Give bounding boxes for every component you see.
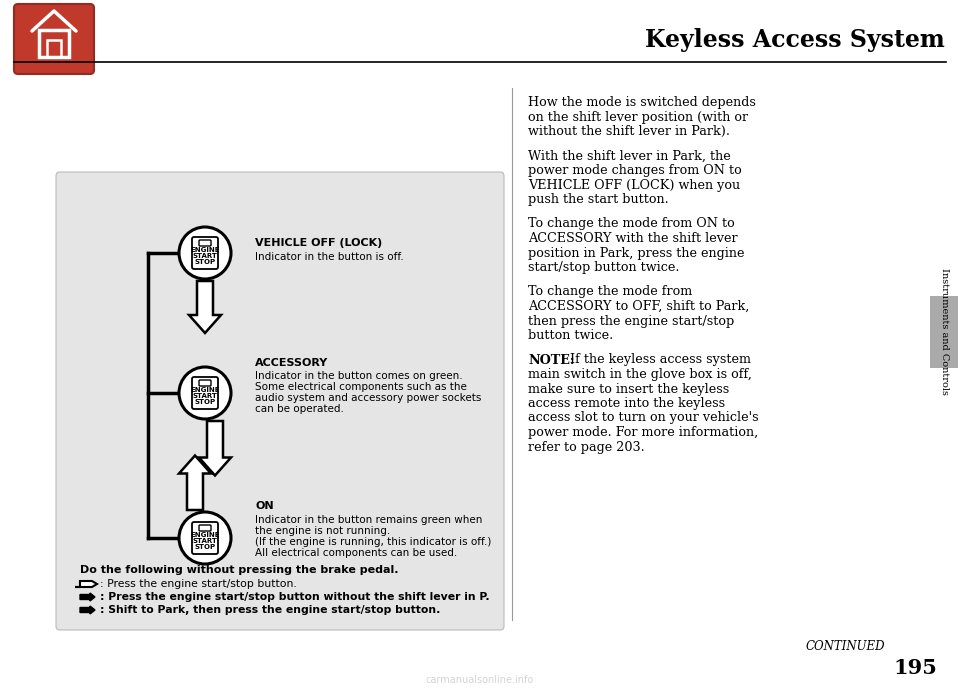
Text: To change the mode from: To change the mode from	[528, 286, 692, 299]
Text: : Press the engine start/stop button.: : Press the engine start/stop button.	[100, 579, 297, 589]
Text: audio system and accessory power sockets: audio system and accessory power sockets	[255, 393, 481, 403]
Text: ENGINE: ENGINE	[190, 532, 220, 538]
Text: If the keyless access system: If the keyless access system	[566, 354, 751, 367]
Text: main switch in the glove box is off,: main switch in the glove box is off,	[528, 368, 752, 381]
Text: VEHICLE OFF (LOCK): VEHICLE OFF (LOCK)	[255, 238, 382, 248]
Bar	[39, 30, 69, 57]
Text: refer to page 203.: refer to page 203.	[528, 440, 645, 453]
Text: START: START	[193, 253, 217, 259]
FancyArrow shape	[80, 606, 95, 614]
Text: VEHICLE OFF (LOCK) when you: VEHICLE OFF (LOCK) when you	[528, 178, 740, 191]
Text: All electrical components can be used.: All electrical components can be used.	[255, 548, 457, 558]
Text: How the mode is switched depends: How the mode is switched depends	[528, 96, 756, 109]
Text: on the shift lever position (with or: on the shift lever position (with or	[528, 111, 748, 124]
Text: can be operated.: can be operated.	[255, 404, 344, 414]
Text: Instruments and Controls: Instruments and Controls	[940, 268, 948, 396]
Text: ACCESSORY with the shift lever: ACCESSORY with the shift lever	[528, 232, 737, 245]
Text: Do the following without pressing the brake pedal.: Do the following without pressing the br…	[80, 565, 398, 575]
Text: : Press the engine start/stop button without the shift lever in P.: : Press the engine start/stop button wit…	[100, 592, 490, 602]
Bar	[930, 296, 958, 368]
Text: button twice.: button twice.	[528, 329, 613, 342]
Text: the engine is not running.: the engine is not running.	[255, 526, 391, 536]
Text: carmanualsonline.info: carmanualsonline.info	[426, 675, 534, 685]
Text: Indicator in the button comes on green.: Indicator in the button comes on green.	[255, 371, 463, 381]
FancyBboxPatch shape	[56, 172, 504, 630]
Text: position in Park, press the engine: position in Park, press the engine	[528, 246, 745, 259]
Text: To change the mode from ON to: To change the mode from ON to	[528, 217, 734, 230]
Text: CONTINUED: CONTINUED	[805, 640, 885, 652]
Text: START: START	[193, 538, 217, 544]
Circle shape	[179, 512, 231, 564]
Text: ENGINE: ENGINE	[190, 247, 220, 253]
Text: ENGINE: ENGINE	[190, 387, 220, 393]
Text: without the shift lever in Park).: without the shift lever in Park).	[528, 125, 730, 138]
Polygon shape	[189, 281, 221, 333]
Circle shape	[179, 367, 231, 419]
Text: power mode. For more information,: power mode. For more information,	[528, 426, 758, 439]
Text: NOTE:: NOTE:	[528, 354, 574, 367]
Circle shape	[179, 227, 231, 279]
Text: With the shift lever in Park, the: With the shift lever in Park, the	[528, 149, 731, 162]
Text: ACCESSORY to OFF, shift to Park,: ACCESSORY to OFF, shift to Park,	[528, 300, 750, 313]
FancyBboxPatch shape	[14, 4, 94, 74]
Text: (If the engine is running, this indicator is off.): (If the engine is running, this indicato…	[255, 537, 492, 547]
Text: ON: ON	[255, 501, 274, 511]
Text: Indicator in the button is off.: Indicator in the button is off.	[255, 252, 404, 262]
FancyBboxPatch shape	[192, 522, 218, 554]
Text: ACCESSORY: ACCESSORY	[255, 358, 328, 368]
Text: STOP: STOP	[195, 259, 216, 265]
Text: : Shift to Park, then press the engine start/stop button.: : Shift to Park, then press the engine s…	[100, 605, 441, 615]
Text: power mode changes from ON to: power mode changes from ON to	[528, 164, 742, 177]
Text: access remote into the keyless: access remote into the keyless	[528, 397, 725, 410]
FancyBboxPatch shape	[192, 237, 218, 269]
FancyBboxPatch shape	[199, 380, 211, 386]
Polygon shape	[75, 581, 97, 587]
Text: Indicator in the button remains green when: Indicator in the button remains green wh…	[255, 515, 482, 525]
Text: then press the engine start/stop: then press the engine start/stop	[528, 314, 734, 327]
Text: push the start button.: push the start button.	[528, 193, 669, 206]
Text: Keyless Access System: Keyless Access System	[645, 28, 945, 52]
Text: START: START	[193, 393, 217, 399]
Text: make sure to insert the keyless: make sure to insert the keyless	[528, 383, 730, 396]
Text: STOP: STOP	[195, 544, 216, 550]
Polygon shape	[179, 455, 211, 510]
FancyBboxPatch shape	[199, 525, 211, 531]
Text: access slot to turn on your vehicle's: access slot to turn on your vehicle's	[528, 411, 758, 424]
Text: Some electrical components such as the: Some electrical components such as the	[255, 382, 467, 392]
FancyBboxPatch shape	[199, 240, 211, 246]
Polygon shape	[199, 421, 231, 475]
Text: start/stop button twice.: start/stop button twice.	[528, 261, 680, 274]
FancyArrow shape	[80, 593, 95, 601]
Text: STOP: STOP	[195, 399, 216, 405]
FancyBboxPatch shape	[192, 377, 218, 409]
Bar	[47, 40, 61, 57]
Text: 195: 195	[893, 658, 937, 678]
